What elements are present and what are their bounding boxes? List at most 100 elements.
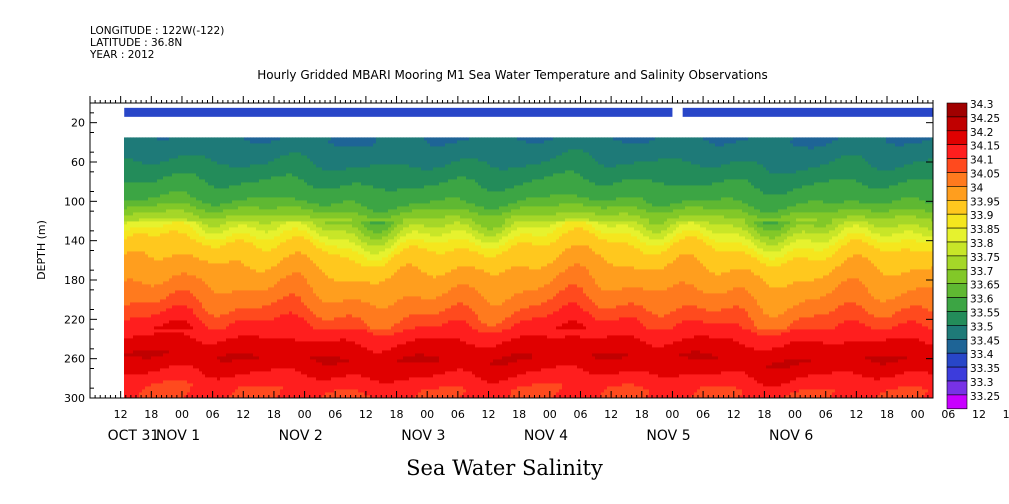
heatmap-cell: [238, 380, 242, 384]
heatmap-cell: [238, 251, 242, 255]
heatmap-cell: [196, 392, 200, 396]
heatmap-cell: [214, 227, 218, 231]
heatmap-cell: [196, 155, 200, 159]
heatmap-cell: [289, 368, 293, 372]
heatmap-cell: [166, 185, 170, 189]
heatmap-cell: [136, 215, 140, 219]
heatmap-cell: [238, 377, 242, 381]
heatmap-cell: [274, 143, 278, 147]
heatmap-cell: [163, 305, 167, 309]
heatmap-cell: [253, 293, 257, 297]
heatmap-cell: [274, 176, 278, 180]
heatmap-cell: [205, 353, 209, 357]
heatmap-cell: [175, 137, 179, 141]
heatmap-cell: [262, 218, 266, 222]
heatmap-cell: [172, 347, 176, 351]
heatmap-cell: [157, 362, 161, 366]
heatmap-cell: [157, 275, 161, 279]
heatmap-cell: [265, 239, 269, 243]
heatmap-cell: [208, 380, 212, 384]
heatmap-cell: [256, 395, 260, 398]
heatmap-cell: [211, 179, 215, 183]
heatmap-cell: [235, 269, 239, 273]
heatmap-cell: [184, 314, 188, 318]
heatmap-cell: [199, 254, 203, 258]
heatmap-cell: [202, 332, 206, 336]
heatmap-cell: [241, 272, 245, 276]
heatmap-cell: [175, 185, 179, 189]
heatmap-cell: [193, 221, 197, 225]
heatmap-cell: [142, 353, 146, 357]
heatmap-cell: [133, 263, 137, 267]
heatmap-cell: [139, 209, 143, 213]
heatmap-cell: [148, 290, 152, 294]
heatmap-cell: [256, 296, 260, 300]
heatmap-cell: [277, 311, 281, 315]
heatmap-cell: [151, 275, 155, 279]
heatmap-cell: [181, 140, 185, 144]
heatmap-cell: [184, 302, 188, 306]
heatmap-cell: [268, 296, 272, 300]
heatmap-cell: [268, 218, 272, 222]
heatmap-cell: [187, 314, 191, 318]
heatmap-cell: [190, 299, 194, 303]
heatmap-cell: [166, 230, 170, 234]
heatmap-cell: [151, 227, 155, 231]
heatmap-cell: [124, 329, 128, 333]
heatmap-cell: [181, 257, 185, 261]
heatmap-cell: [187, 269, 191, 273]
heatmap-cell: [136, 257, 140, 261]
heatmap-cell: [199, 248, 203, 252]
heatmap-cell: [184, 260, 188, 264]
heatmap-cell: [292, 368, 296, 372]
heatmap-cell: [220, 257, 224, 261]
heatmap-cell: [139, 233, 143, 237]
heatmap-cell: [235, 206, 239, 210]
heatmap-cell: [265, 356, 269, 360]
heatmap-cell: [244, 236, 248, 240]
heatmap-cell: [250, 365, 254, 369]
heatmap-cell: [223, 182, 227, 186]
heatmap-cell: [253, 347, 257, 351]
heatmap-cell: [133, 230, 137, 234]
heatmap-cell: [184, 233, 188, 237]
heatmap-cell: [214, 185, 218, 189]
heatmap-cell: [130, 308, 134, 312]
heatmap-cell: [259, 299, 263, 303]
heatmap-cell: [271, 317, 275, 321]
heatmap-cell: [220, 173, 224, 177]
heatmap-cell: [241, 155, 245, 159]
heatmap-cell: [268, 386, 272, 390]
heatmap-cell: [151, 335, 155, 339]
heatmap-cell: [235, 233, 239, 237]
heatmap-cell: [190, 164, 194, 168]
heatmap-cell: [262, 317, 266, 321]
heatmap-cell: [172, 383, 176, 387]
heatmap-cell: [208, 275, 212, 279]
heatmap-cell: [127, 179, 131, 183]
heatmap-cell: [277, 359, 281, 363]
heatmap-cell: [232, 299, 236, 303]
heatmap-cell: [223, 386, 227, 390]
heatmap-cell: [268, 350, 272, 354]
heatmap-cell: [217, 233, 221, 237]
heatmap-cell: [244, 230, 248, 234]
heatmap-cell: [280, 287, 284, 291]
heatmap-cell: [268, 149, 272, 153]
heatmap-cell: [226, 182, 230, 186]
heatmap-cell: [202, 269, 206, 273]
heatmap-cell: [190, 203, 194, 207]
heatmap-cell: [127, 344, 131, 348]
heatmap-cell: [148, 323, 152, 327]
heatmap-cell: [166, 374, 170, 378]
heatmap-cell: [196, 149, 200, 153]
heatmap-cell: [292, 269, 296, 273]
heatmap-cell: [223, 371, 227, 375]
heatmap-cell: [187, 137, 191, 141]
heatmap-cell: [247, 185, 251, 189]
heatmap-cell: [280, 143, 284, 147]
heatmap-cell: [232, 167, 236, 171]
heatmap-cell: [214, 380, 218, 384]
heatmap-cell: [169, 164, 173, 168]
